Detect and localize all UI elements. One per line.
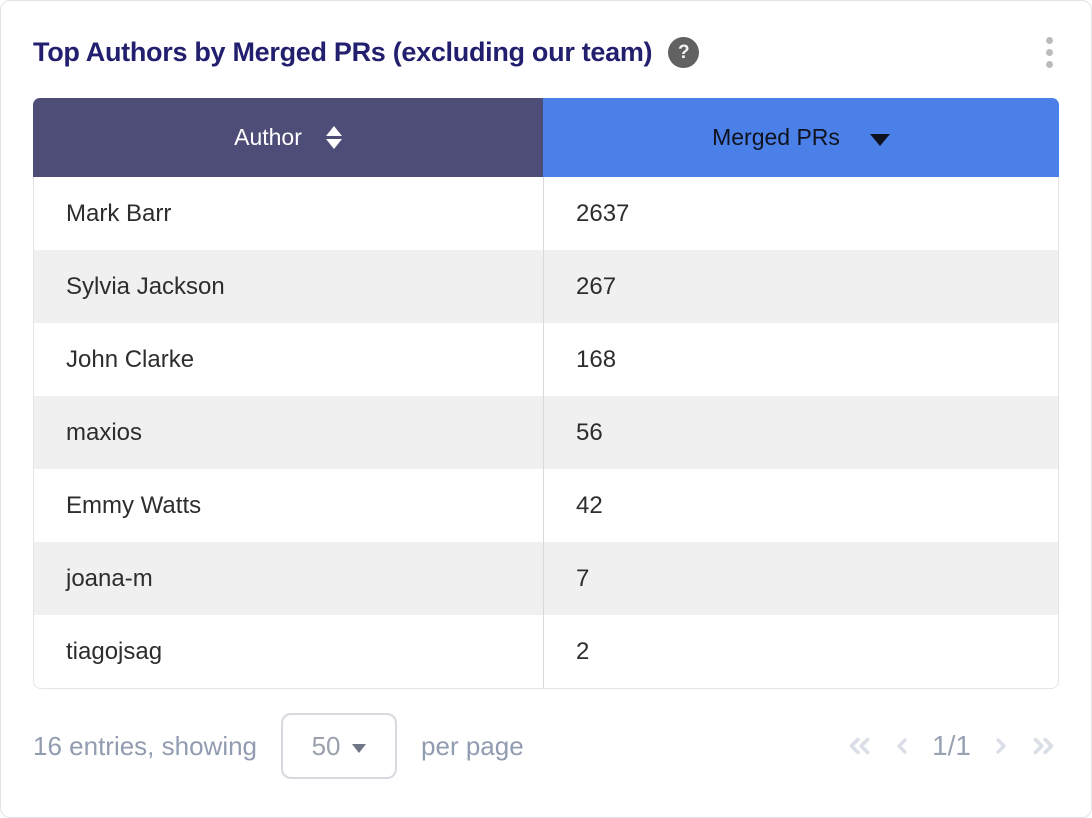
column-header-author[interactable]: Author — [33, 98, 543, 177]
author-cell: joana-m — [66, 564, 153, 592]
sort-unfold-icon — [325, 126, 342, 149]
table-row: Sylvia Jackson 267 — [34, 250, 1058, 323]
author-cell: Sylvia Jackson — [66, 272, 225, 300]
author-cell: John Clarke — [66, 345, 195, 373]
chevrons-left-icon — [849, 737, 870, 755]
table-row: Emmy Watts 42 — [34, 469, 1058, 542]
table-row: John Clarke 168 — [34, 323, 1058, 396]
sort-up-arrow — [325, 126, 342, 136]
merged-prs-cell: 168 — [543, 323, 1058, 396]
kebab-menu-icon[interactable] — [1042, 33, 1057, 72]
sort-down-arrow — [325, 139, 342, 149]
column-label-author: Author — [234, 124, 302, 150]
chevron-right-icon — [996, 738, 1006, 754]
column-header-merged-prs[interactable]: Merged PRs — [543, 98, 1059, 177]
kebab-dot — [1046, 61, 1053, 68]
entries-count-text: 16 entries, showing — [33, 730, 258, 761]
column-label-merged-prs: Merged PRs — [712, 124, 840, 150]
table-row: joana-m 7 — [34, 542, 1058, 615]
help-icon[interactable]: ? — [668, 37, 700, 68]
pagination: 1/1 — [844, 730, 1059, 762]
page-size-select[interactable]: 50 — [281, 713, 398, 779]
help-glyph: ? — [677, 41, 690, 63]
first-page-button[interactable] — [844, 733, 874, 759]
author-cell: Mark Barr — [66, 199, 172, 227]
kebab-dot — [1046, 37, 1053, 44]
chevrons-right-icon — [1033, 737, 1054, 755]
author-cell: tiagojsag — [66, 637, 163, 665]
merged-prs-cell: 42 — [543, 469, 1058, 542]
author-cell: Emmy Watts — [66, 491, 202, 519]
table-row: tiagojsag 2 — [34, 615, 1058, 688]
merged-prs-cell: 7 — [543, 542, 1058, 615]
table-footer: 16 entries, showing 50 per page 1/1 — [33, 713, 1059, 779]
page-title: Top Authors by Merged PRs (excluding our… — [33, 37, 653, 67]
table-header: Author Merged PRs — [33, 98, 1059, 177]
table-row: maxios 56 — [34, 396, 1058, 469]
previous-page-button[interactable] — [890, 733, 914, 759]
author-cell: maxios — [66, 418, 143, 446]
authors-table: Author Merged PRs Mark Barr 2637 Sylvia … — [33, 98, 1059, 689]
merged-prs-cell: 2 — [543, 615, 1058, 688]
widget-header: Top Authors by Merged PRs (excluding our… — [1, 1, 1091, 72]
merged-prs-cell: 56 — [543, 396, 1058, 469]
chevron-down-icon — [352, 743, 367, 753]
chevron-left-icon — [897, 738, 907, 754]
page-indicator: 1/1 — [932, 730, 971, 761]
sort-descending-icon — [869, 133, 890, 146]
merged-prs-cell: 267 — [543, 250, 1058, 323]
page-size-value: 50 — [311, 730, 341, 761]
kebab-dot — [1046, 49, 1053, 56]
per-page-text: per page — [421, 730, 524, 761]
merged-prs-cell: 2637 — [543, 177, 1058, 250]
last-page-button[interactable] — [1029, 733, 1059, 759]
table-row: Mark Barr 2637 — [34, 177, 1058, 250]
table-body: Mark Barr 2637 Sylvia Jackson 267 John C… — [33, 177, 1059, 689]
next-page-button[interactable] — [989, 733, 1013, 759]
